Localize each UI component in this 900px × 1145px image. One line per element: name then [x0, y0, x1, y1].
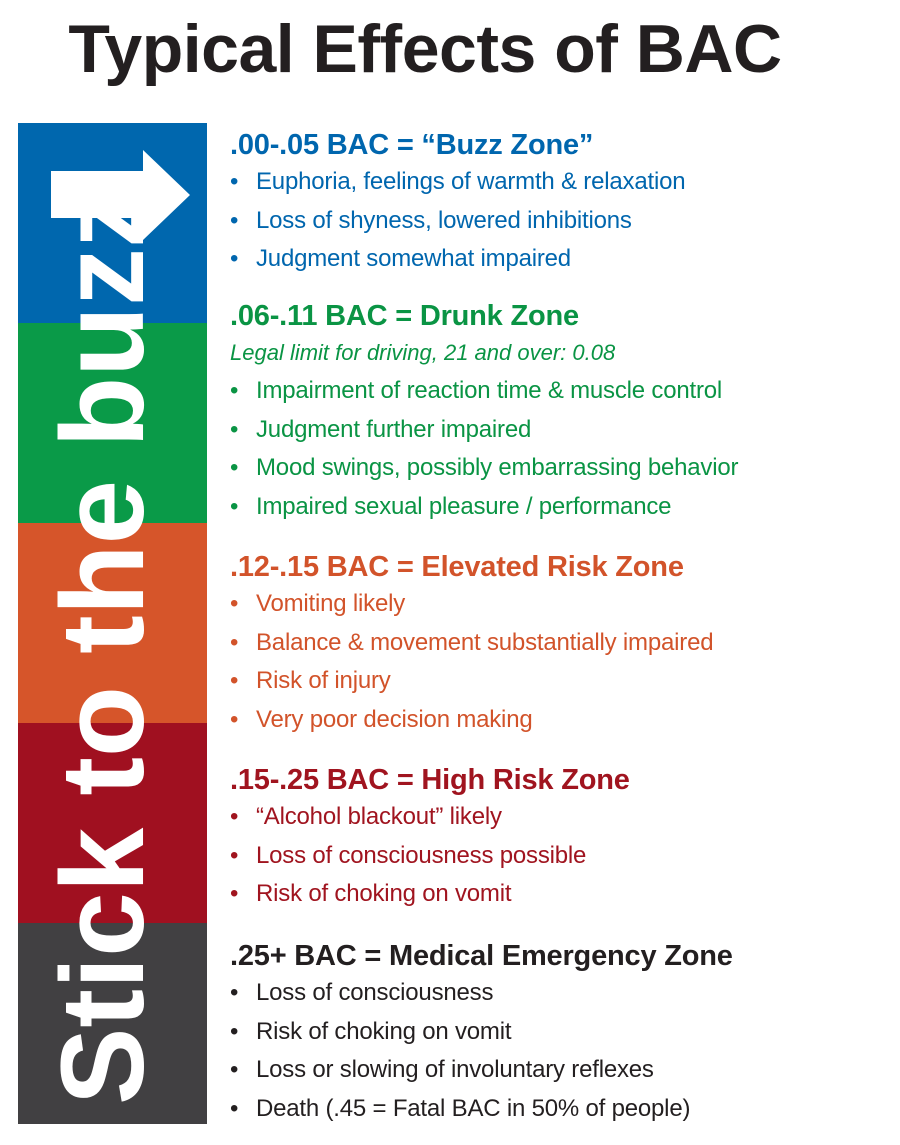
section-heading: .06-.11 BAC = Drunk Zone [230, 300, 579, 332]
band-elevated [18, 523, 207, 723]
list-item: Loss of consciousness possible [230, 837, 900, 876]
list-item: Impaired sexual pleasure / performance [230, 488, 900, 527]
side-banner: Stick to the buzz [18, 123, 207, 1124]
section-elevated-risk-zone: .12-.15 BAC = Elevated Risk Zone Vomitin… [230, 549, 900, 740]
section-medical-emergency-zone: .25+ BAC = Medical Emergency Zone Loss o… [230, 938, 900, 1129]
list-item: Risk of choking on vomit [230, 875, 900, 914]
list-item: Impairment of reaction time & muscle con… [230, 372, 900, 411]
section-note: Legal limit for driving, 21 and over: 0.… [230, 340, 616, 365]
list-item: Vomiting likely [230, 585, 900, 624]
list-item: Death (.45 = Fatal BAC in 50% of people) [230, 1090, 900, 1129]
page-title: Typical Effects of BAC [68, 11, 782, 87]
side-banner-text: Stick to the buzz [37, 190, 169, 1105]
list-item: Risk of choking on vomit [230, 1013, 900, 1052]
band-emergency [18, 923, 207, 1124]
list-item: Judgment somewhat impaired [230, 240, 900, 279]
section-heading: .12-.15 BAC = Elevated Risk Zone [230, 551, 684, 583]
section-heading: .25+ BAC = Medical Emergency Zone [230, 940, 733, 972]
section-heading: .15-.25 BAC = High Risk Zone [230, 764, 630, 796]
list-item: Judgment further impaired [230, 411, 900, 450]
list-item: Mood swings, possibly embarrassing behav… [230, 449, 900, 488]
list-item: Euphoria, feelings of warmth & relaxatio… [230, 163, 900, 202]
section-drunk-zone: .06-.11 BAC = Drunk Zone Legal limit for… [230, 298, 900, 527]
band-buzz [18, 123, 207, 323]
section-high-risk-zone: .15-.25 BAC = High Risk Zone “Alcohol bl… [230, 762, 900, 914]
list-item: Very poor decision making [230, 701, 900, 740]
list-item: Loss of consciousness [230, 974, 900, 1013]
list-item: Balance & movement substantially impaire… [230, 624, 900, 663]
list-item: Risk of injury [230, 662, 900, 701]
list-item: “Alcohol blackout” likely [230, 798, 900, 837]
list-item: Loss or slowing of involuntary reflexes [230, 1051, 900, 1090]
section-buzz-zone: .00-.05 BAC = “Buzz Zone” Euphoria, feel… [230, 127, 900, 279]
right-arrow-icon [51, 150, 190, 240]
section-heading: .00-.05 BAC = “Buzz Zone” [230, 129, 594, 161]
list-item: Loss of shyness, lowered inhibitions [230, 202, 900, 241]
band-drunk [18, 323, 207, 523]
band-high [18, 723, 207, 923]
